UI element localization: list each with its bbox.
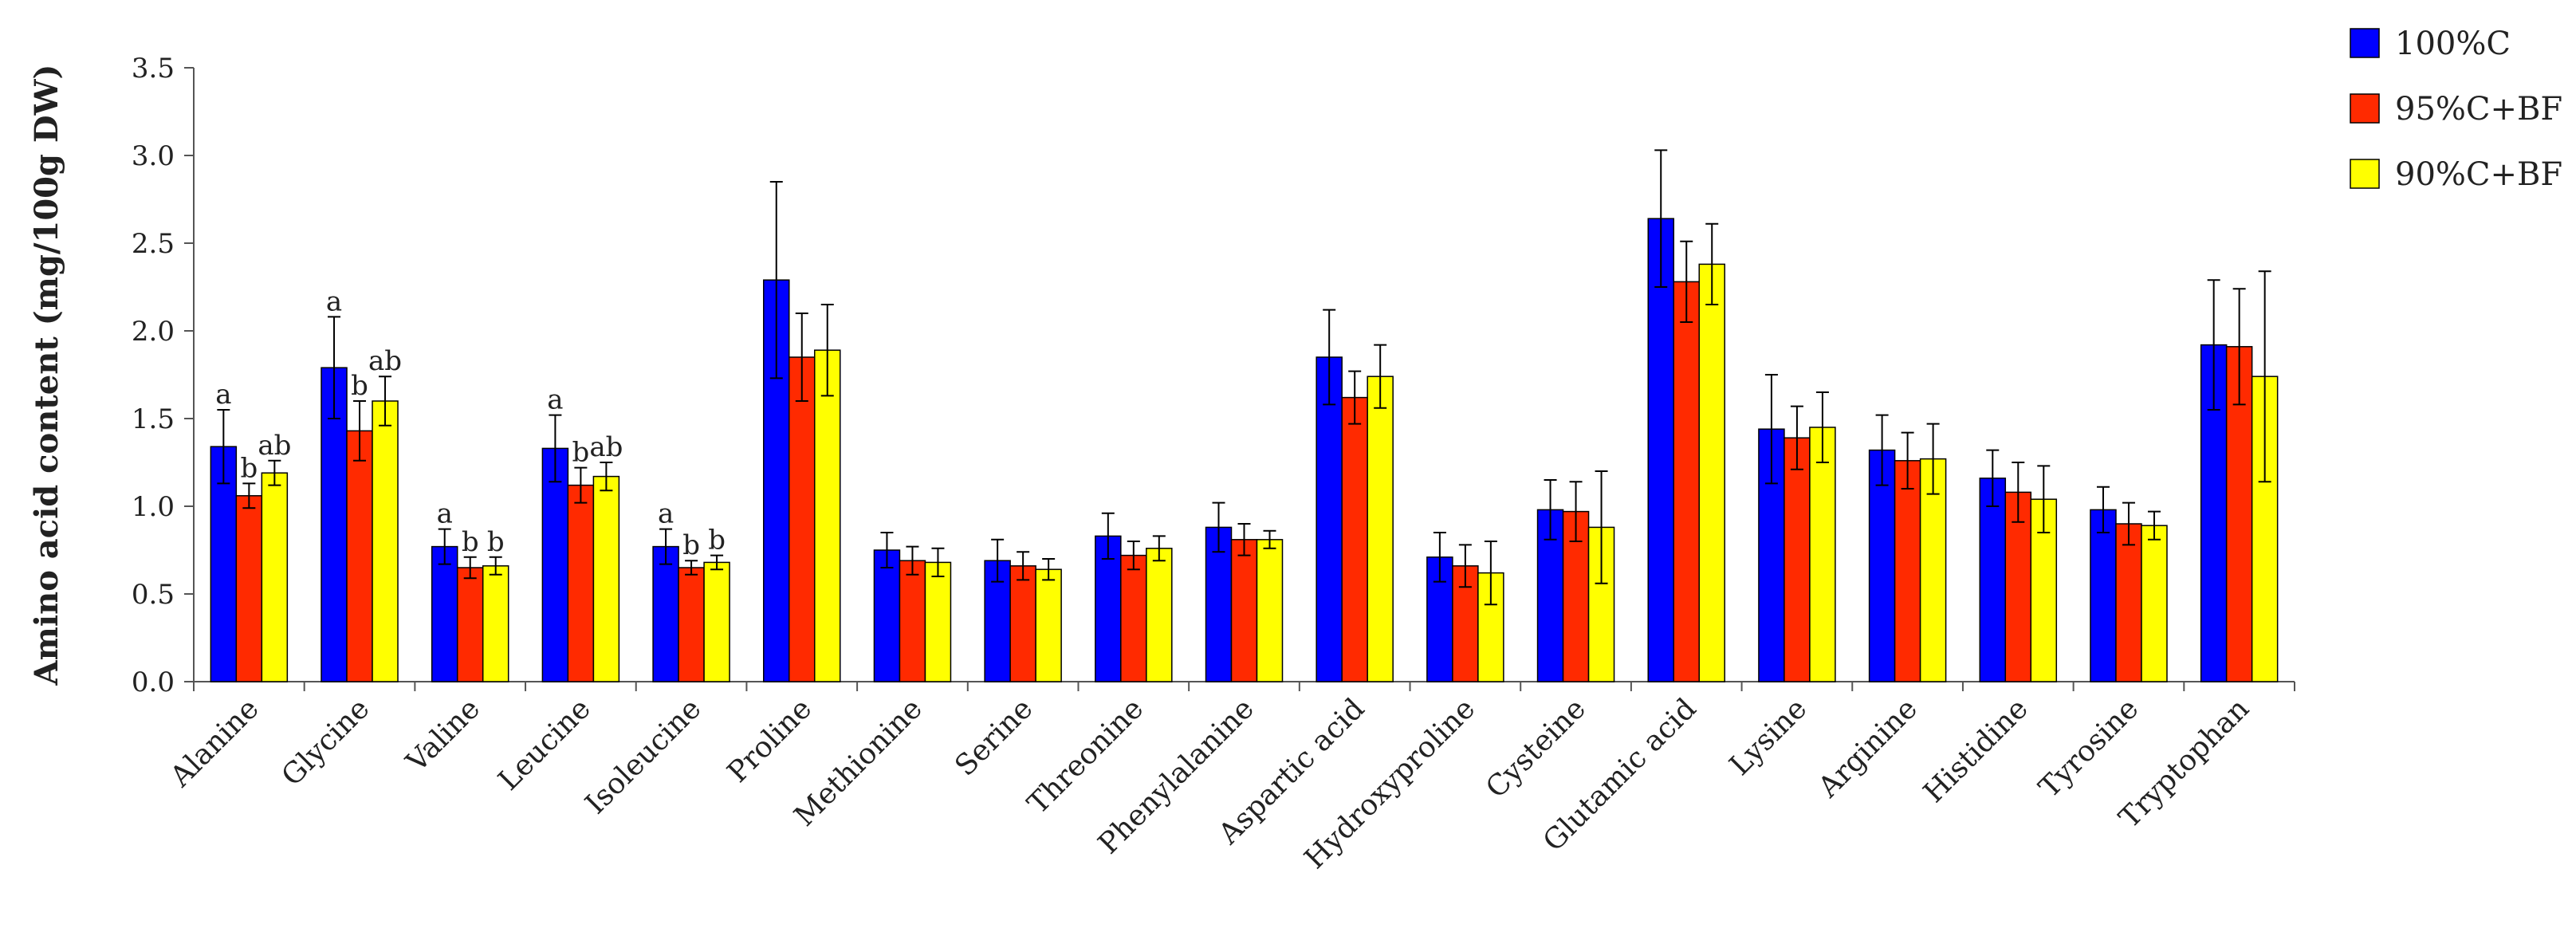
bar-95%C+BF-Glutamic acid [1673, 281, 1700, 682]
bar-95%C+BF-Methionine [899, 560, 926, 682]
significance-label: b [682, 529, 700, 561]
significance-label: ab [368, 345, 402, 377]
bar-95%C+BF-Hydroxyproline [1452, 565, 1479, 682]
axes-layer: 0.0 0.5 1.0 1.5 2.0 2.5 3.0 3.5 Amino acid conte… [28, 53, 2295, 698]
x-tick-label: Alanine [163, 692, 265, 793]
bar-90%C+BF-Aspartic acid [1367, 376, 1394, 682]
y-tick-label: 2.0 [132, 316, 175, 348]
x-tick-label: Proline [722, 692, 818, 788]
y-tick-label: 1.0 [132, 491, 175, 523]
y-tick-label: 2.5 [132, 228, 175, 260]
bar-100%C-Valine [431, 545, 458, 682]
x-tick-label: Valine [399, 692, 486, 779]
bar-90%C+BF-Glutamic acid [1698, 263, 1725, 682]
significance-label: ab [589, 431, 623, 463]
legend-label: 95%C+BF [2395, 91, 2562, 128]
bar-100%C-Aspartic acid [1316, 356, 1343, 682]
legend-swatch [2350, 28, 2380, 58]
bar-90%C+BF-Proline [814, 349, 841, 682]
bar-100%C-Alanine [210, 446, 238, 682]
legend-label: 100%C [2395, 26, 2511, 62]
significance-label: b [572, 437, 590, 469]
y-tick-label: 0.5 [132, 579, 175, 611]
legend: 100%C 95%C+BF 90%C+BF [2350, 26, 2562, 193]
significance-label: ab [258, 430, 291, 462]
y-tick-label: 3.0 [132, 140, 175, 172]
x-tick-label: Isoleucine [580, 692, 708, 820]
bar-95%C+BF-Valine [456, 567, 484, 682]
bar-95%C+BF-Phenylalanine [1230, 539, 1258, 682]
bar-100%C-Phenylalanine [1205, 526, 1233, 682]
x-tick-label: Tyrosine [2033, 692, 2145, 804]
significance-label: a [658, 498, 674, 530]
bar-90%C+BF-Threonine [1146, 548, 1173, 682]
x-tick-label: Arginine [1811, 692, 1924, 804]
bar-95%C+BF-Arginine [1894, 460, 1921, 682]
x-tick-label: Leucine [493, 692, 597, 796]
significance-label: a [437, 498, 453, 530]
bar-90%C+BF-Phenylalanine [1256, 539, 1284, 682]
x-tick-label: Glycine [276, 692, 376, 792]
significance-label: b [708, 525, 726, 556]
bar-95%C+BF-Proline [789, 356, 816, 682]
y-tick-label: 0.0 [132, 667, 175, 698]
bar-95%C+BF-Alanine [235, 495, 263, 682]
bar-90%C+BF-Arginine [1919, 458, 1947, 682]
significance-label: b [462, 526, 479, 558]
x-tick-label: Serine [949, 692, 1039, 782]
bar-95%C+BF-Threonine [1120, 554, 1147, 682]
bar-95%C+BF-Leucine [567, 484, 595, 682]
bar-95%C+BF-Isoleucine [678, 567, 705, 682]
bar-100%C-Leucine [541, 447, 569, 682]
bar-95%C+BF-Tyrosine [2115, 523, 2142, 682]
bar-95%C+BF-Serine [1009, 565, 1036, 682]
significance-label: a [547, 384, 563, 416]
bar-95%C+BF-Aspartic acid [1341, 396, 1368, 682]
bar-90%C+BF-Lysine [1809, 427, 1836, 682]
legend-swatch [2350, 93, 2380, 124]
legend-label: 90%C+BF [2395, 156, 2562, 193]
bar-90%C+BF-Leucine [592, 475, 620, 682]
x-tick-label: Histidine [1917, 692, 2035, 809]
bar-90%C+BF-Serine [1035, 568, 1062, 682]
x-tick-label: Lysine [1724, 692, 1813, 781]
significance-label: b [487, 526, 505, 558]
bar-95%C+BF-Histidine [2004, 491, 2032, 682]
bar-90%C+BF-Isoleucine [703, 561, 730, 682]
bar-95%C+BF-Lysine [1784, 437, 1811, 682]
bar-90%C+BF-Methionine [924, 561, 952, 682]
bar-100%C-Tyrosine [2090, 509, 2117, 682]
bars-layer [210, 218, 2279, 682]
bar-90%C+BF-Alanine [261, 472, 289, 682]
bar-90%C+BF-Glycine [372, 400, 399, 682]
y-tick-label: 3.5 [132, 53, 175, 85]
bar-100%C-Histidine [1979, 478, 2007, 682]
bar-90%C+BF-Tyrosine [2141, 525, 2168, 682]
bar-100%C-Arginine [1868, 449, 1896, 682]
y-axis-title: Amino acid content (mg/100g DW) [28, 65, 65, 686]
bar-95%C+BF-Glycine [346, 430, 373, 682]
bar-90%C+BF-Valine [482, 565, 509, 682]
bar-100%C-Methionine [873, 549, 901, 682]
significance-label: a [326, 285, 342, 317]
bar-100%C-Isoleucine [652, 545, 679, 682]
error-bars-layer [217, 149, 2271, 606]
significance-label: b [240, 452, 258, 484]
significance-label: a [215, 379, 231, 411]
legend-swatch [2350, 159, 2380, 189]
significance-label: b [351, 370, 368, 402]
x-tick-label: Cysteine [1480, 692, 1592, 804]
bar-100%C-Glutamic acid [1647, 218, 1674, 682]
y-tick-label: 1.5 [132, 403, 175, 435]
